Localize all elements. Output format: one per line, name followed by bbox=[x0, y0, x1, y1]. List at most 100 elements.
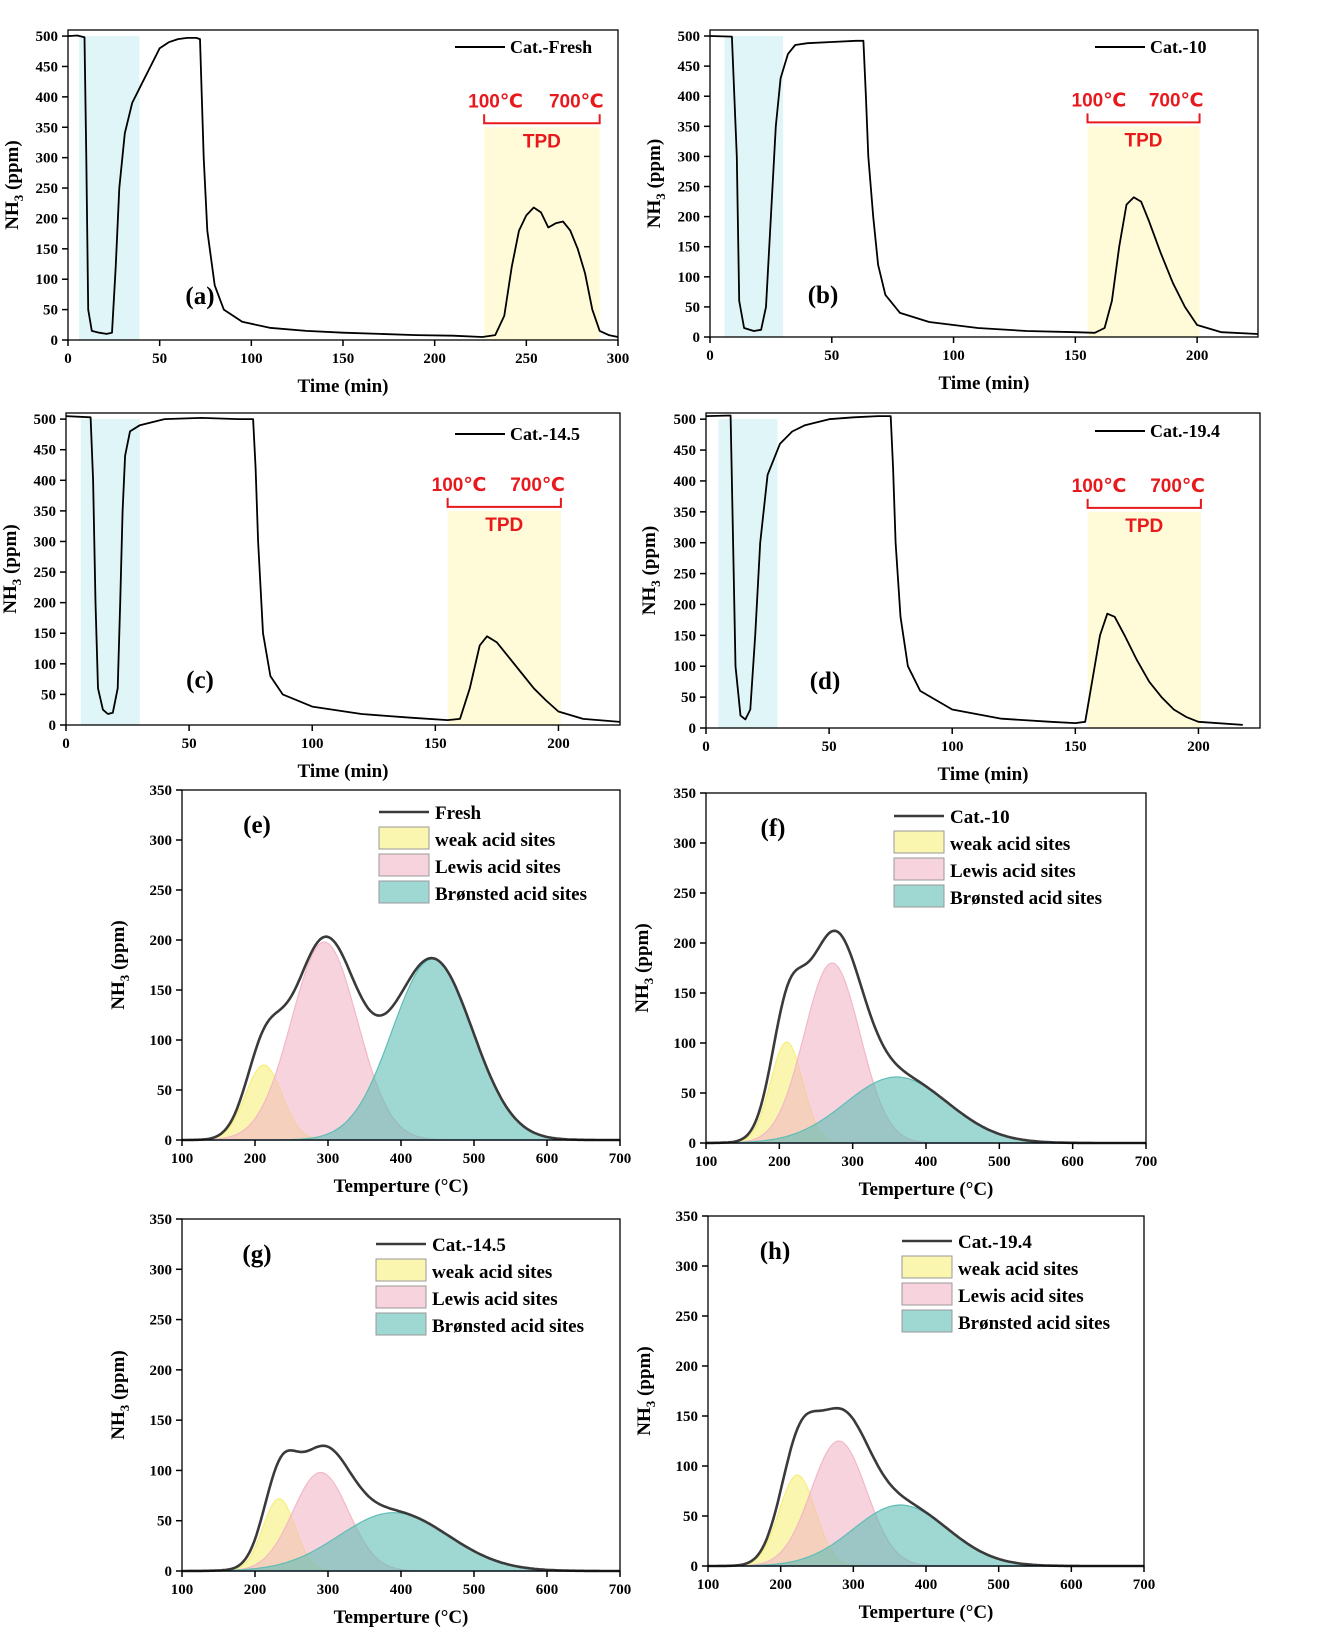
y-tick-label-c-7: 350 bbox=[34, 504, 57, 520]
y-tick-label-c-6: 300 bbox=[34, 534, 57, 550]
y-tick-label-e-5: 250 bbox=[150, 883, 173, 899]
x-axis-label-e: Temperture (°C) bbox=[334, 1176, 469, 1197]
y-tick-label-e-6: 300 bbox=[150, 833, 173, 849]
legend-label-h-1: weak acid sites bbox=[958, 1259, 1078, 1280]
legend-label-g-1: weak acid sites bbox=[432, 1262, 552, 1283]
series-line-b bbox=[709, 35, 1259, 335]
x-tick-label-h-0: 100 bbox=[697, 1577, 720, 1593]
y-tick-label-f-7: 350 bbox=[674, 786, 697, 802]
x-tick-label-h-1: 200 bbox=[769, 1577, 792, 1593]
x-tick-label-b-0: 0 bbox=[706, 348, 714, 364]
x-tick-label-e-4: 500 bbox=[463, 1151, 486, 1167]
y-tick-label-d-2: 100 bbox=[674, 659, 697, 675]
y-tick-label-e-0: 0 bbox=[165, 1133, 173, 1149]
y-tick-label-a-0: 0 bbox=[51, 333, 59, 349]
y-tick-label-g-0: 0 bbox=[165, 1564, 173, 1580]
series-line-a bbox=[67, 34, 619, 338]
x-tick-label-d-3: 150 bbox=[1064, 739, 1087, 755]
x-tick-label-c-4: 200 bbox=[547, 736, 570, 752]
y-tick-label-a-4: 200 bbox=[36, 211, 59, 227]
y-tick-label-d-4: 200 bbox=[674, 597, 697, 613]
x-axis-label-d: Time (min) bbox=[938, 764, 1029, 785]
x-tick-label-g-4: 500 bbox=[463, 1582, 486, 1598]
y-tick-label-c-2: 100 bbox=[34, 657, 57, 673]
y-tick-label-b-7: 350 bbox=[678, 119, 701, 135]
y-tick-label-b-4: 200 bbox=[678, 210, 701, 226]
y-tick-label-h-7: 350 bbox=[676, 1209, 699, 1225]
x-tick-label-e-5: 600 bbox=[536, 1151, 559, 1167]
x-tick-label-b-2: 100 bbox=[942, 348, 965, 364]
panel-e: 100 200 300 400 500 600 700 0 50 100 150 200 250 300 3… bbox=[108, 783, 631, 1197]
x-tick-label-a-4: 200 bbox=[423, 351, 446, 367]
y-tick-label-d-7: 350 bbox=[674, 505, 697, 521]
x-tick-label-e-2: 300 bbox=[317, 1151, 340, 1167]
y-tick-label-a-10: 500 bbox=[36, 29, 59, 45]
y-tick-label-b-10: 500 bbox=[678, 29, 701, 45]
adsorption-band-c bbox=[80, 419, 140, 725]
tpd-start-label-d: 100℃ bbox=[1072, 476, 1127, 497]
y-tick-label-h-6: 300 bbox=[676, 1259, 699, 1275]
x-tick-label-c-0: 0 bbox=[62, 736, 70, 752]
x-tick-label-f-0: 100 bbox=[695, 1154, 718, 1170]
legend-swatch-f-2 bbox=[893, 857, 945, 881]
series-line-c bbox=[65, 415, 621, 723]
y-tick-label-c-8: 400 bbox=[34, 473, 57, 489]
x-tick-label-f-2: 300 bbox=[841, 1154, 864, 1170]
legend-label-e-2: Lewis acid sites bbox=[435, 857, 561, 878]
y-tick-label-a-7: 350 bbox=[36, 120, 59, 136]
adsorption-band-a bbox=[79, 36, 140, 340]
plot-frame-d bbox=[705, 412, 1261, 729]
y-tick-label-a-2: 100 bbox=[36, 272, 59, 288]
y-tick-label-c-4: 200 bbox=[34, 596, 57, 612]
x-tick-label-b-1: 50 bbox=[824, 348, 839, 364]
tpd-label-a: TPD bbox=[523, 131, 561, 152]
x-tick-label-e-6: 700 bbox=[609, 1151, 632, 1167]
x-tick-label-d-0: 0 bbox=[702, 739, 710, 755]
tpd-start-label-b: 100℃ bbox=[1072, 90, 1127, 111]
legend-swatch-e-3 bbox=[378, 880, 430, 904]
x-axis-label-c: Time (min) bbox=[298, 761, 389, 782]
y-tick-label-e-2: 100 bbox=[150, 1033, 173, 1049]
y-tick-label-b-5: 250 bbox=[678, 180, 701, 196]
y-axis-label-g: NH3 (ppm) bbox=[108, 1350, 132, 1439]
y-axis-label-d: NH3 (ppm) bbox=[639, 526, 663, 615]
y-tick-label-a-8: 400 bbox=[36, 90, 59, 106]
y-tick-label-f-5: 250 bbox=[674, 886, 697, 902]
legend-swatch-g-2 bbox=[375, 1285, 427, 1309]
y-tick-label-d-10: 500 bbox=[674, 412, 697, 428]
legend-swatch-g-1 bbox=[375, 1258, 427, 1282]
x-tick-label-a-5: 250 bbox=[515, 351, 538, 367]
x-tick-label-h-5: 600 bbox=[1060, 1577, 1083, 1593]
tpd-end-label-a: 700℃ bbox=[549, 91, 604, 112]
legend-label-a: Cat.-Fresh bbox=[510, 37, 592, 57]
legend-label-b: Cat.-10 bbox=[1150, 37, 1207, 57]
x-tick-label-a-0: 0 bbox=[64, 351, 72, 367]
x-tick-label-a-3: 150 bbox=[332, 351, 355, 367]
x-tick-label-d-2: 100 bbox=[941, 739, 964, 755]
legend-swatch-e-1 bbox=[378, 826, 430, 850]
y-tick-label-c-10: 500 bbox=[34, 412, 57, 428]
x-tick-label-g-3: 400 bbox=[390, 1582, 413, 1598]
y-axis-label-a: NH3 (ppm) bbox=[2, 140, 26, 229]
tpd-end-label-b: 700℃ bbox=[1149, 90, 1204, 111]
x-tick-label-d-1: 50 bbox=[822, 739, 837, 755]
x-tick-label-h-4: 500 bbox=[987, 1577, 1010, 1593]
legend-swatch-f-1 bbox=[893, 830, 945, 854]
y-tick-label-g-2: 100 bbox=[150, 1463, 173, 1479]
y-tick-label-c-0: 0 bbox=[49, 718, 57, 734]
y-tick-label-e-3: 150 bbox=[150, 983, 173, 999]
y-tick-label-h-4: 200 bbox=[676, 1359, 699, 1375]
tpd-band-b bbox=[1087, 126, 1200, 338]
x-tick-label-a-2: 100 bbox=[240, 351, 263, 367]
x-tick-label-e-3: 400 bbox=[390, 1151, 413, 1167]
y-tick-label-d-9: 450 bbox=[674, 443, 697, 459]
x-axis-label-a: Time (min) bbox=[298, 376, 389, 397]
y-tick-label-f-1: 50 bbox=[681, 1086, 696, 1102]
legend-label-f-3: Brønsted acid sites bbox=[950, 888, 1102, 909]
x-tick-label-e-0: 100 bbox=[171, 1151, 194, 1167]
legend-label-e-0: Fresh bbox=[435, 803, 482, 824]
tpd-end-label-c: 700℃ bbox=[510, 475, 565, 496]
y-tick-label-b-2: 100 bbox=[678, 270, 701, 286]
y-tick-label-g-3: 150 bbox=[150, 1413, 173, 1429]
